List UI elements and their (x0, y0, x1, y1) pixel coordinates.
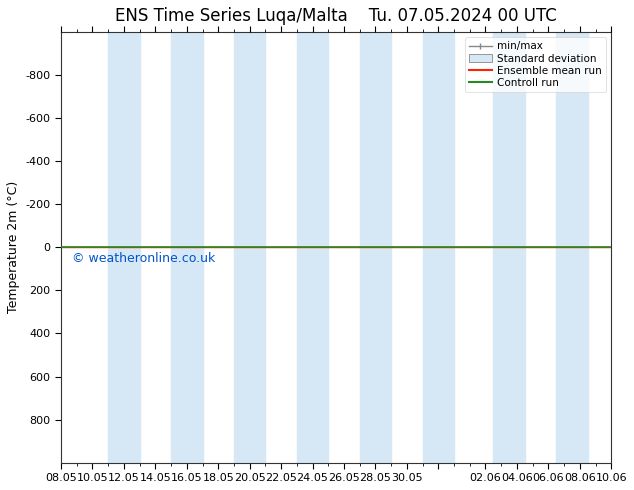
Bar (234, 32, 266, 463)
Legend: min/max, Standard deviation, Ensemble mean run, Controll run: min/max, Standard deviation, Ensemble me… (465, 37, 606, 92)
Title: ENS Time Series Luqa/Malta    Tu. 07.05.2024 00 UTC: ENS Time Series Luqa/Malta Tu. 07.05.202… (115, 7, 557, 25)
Bar (297, 32, 328, 463)
Bar (108, 32, 139, 463)
Bar (493, 32, 525, 463)
Bar (359, 32, 391, 463)
Bar (423, 32, 454, 463)
Bar (556, 32, 588, 463)
Y-axis label: Temperature 2m (°C): Temperature 2m (°C) (7, 181, 20, 314)
Text: © weatheronline.co.uk: © weatheronline.co.uk (72, 252, 216, 265)
Bar (171, 32, 202, 463)
